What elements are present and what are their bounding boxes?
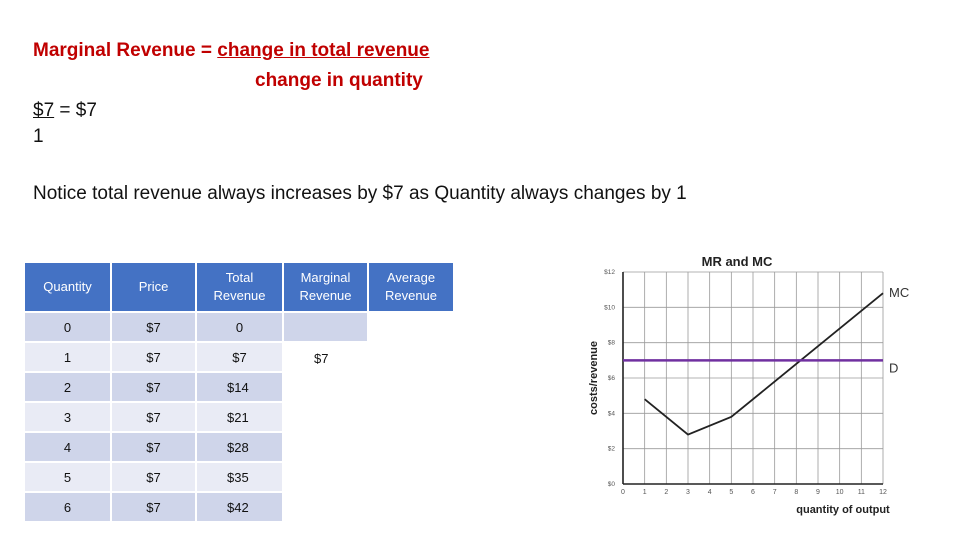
cell-quantity: 4 <box>25 431 112 462</box>
y-tick-label: $10 <box>604 304 615 311</box>
header-average-revenue: Average Revenue <box>368 263 453 312</box>
table-row: 6 $7 $42 <box>25 491 453 521</box>
example-numerator: $7 <box>33 100 55 121</box>
x-tick-label: 3 <box>686 489 690 496</box>
x-tick-label: 10 <box>836 489 844 496</box>
x-tick-label: 6 <box>751 489 755 496</box>
cell-marginal-revenue <box>283 311 369 342</box>
cell-total-revenue: $7 <box>196 341 284 372</box>
cell-total-revenue: $42 <box>196 491 284 521</box>
cell-quantity: 3 <box>25 401 112 432</box>
x-axis-label: quantity of output <box>796 504 890 516</box>
example-equals: = $7 <box>54 100 97 121</box>
formula-numerator: change in total revenue <box>217 40 430 61</box>
cell-price: $7 <box>111 401 197 432</box>
y-tick-label: $2 <box>608 446 616 453</box>
cell-quantity: 0 <box>25 311 112 342</box>
series-label-mc: MC <box>889 285 909 300</box>
y-tick-label: $12 <box>604 269 615 276</box>
example-denominator: 1 <box>33 126 44 147</box>
table-header-row: Quantity Price Total Revenue Marginal Re… <box>25 263 453 312</box>
cell-price: $7 <box>111 491 197 521</box>
x-tick-label: 2 <box>664 489 668 496</box>
cell-price: $7 <box>111 371 197 402</box>
x-tick-label: 8 <box>794 489 798 496</box>
x-tick-label: 11 <box>858 489 865 496</box>
formula-lhs: Marginal Revenue = <box>33 40 218 61</box>
y-tick-label: $0 <box>608 481 616 488</box>
cell-total-revenue: 0 <box>196 311 284 342</box>
table-row: 0 $7 0 <box>25 311 453 521</box>
header-total-revenue: Total Revenue <box>196 263 284 312</box>
x-tick-label: 12 <box>879 489 887 496</box>
y-tick-label: $6 <box>608 375 616 382</box>
x-tick-label: 1 <box>643 489 647 496</box>
table-row: 2 $7 $14 <box>25 371 453 402</box>
notice-text: Notice total revenue always increases by… <box>33 183 687 204</box>
header-quantity: Quantity <box>25 263 112 312</box>
formula-denominator: change in quantity <box>255 70 423 91</box>
table-row: 1 $7 $7 $7 <box>25 341 453 521</box>
cell-price: $7 <box>111 311 197 342</box>
x-tick-label: 4 <box>708 489 712 496</box>
table-row: 4 $7 $28 <box>25 431 453 462</box>
x-tick-label: 7 <box>773 489 777 496</box>
cell-price: $7 <box>111 431 197 462</box>
cell-total-revenue: $28 <box>196 431 284 462</box>
y-axis-label: costs/revenue <box>588 341 600 415</box>
cell-quantity: 1 <box>25 341 112 372</box>
header-price: Price <box>111 263 197 312</box>
cell-price: $7 <box>111 341 197 372</box>
series-label-d: D <box>889 360 898 375</box>
cell-total-revenue: $14 <box>196 371 284 402</box>
x-tick-label: 5 <box>729 489 733 496</box>
cell-marginal-revenue-value: $7 <box>283 341 369 521</box>
cell-quantity: 6 <box>25 491 112 521</box>
cell-price: $7 <box>111 461 197 492</box>
x-tick-label: 9 <box>816 489 820 496</box>
cell-quantity: 5 <box>25 461 112 492</box>
table-row: 5 $7 $35 <box>25 461 453 492</box>
chart-title: MR and MC <box>702 254 773 269</box>
y-tick-label: $4 <box>608 410 616 417</box>
cell-average-revenue <box>368 311 453 521</box>
y-tick-label: $8 <box>608 340 616 347</box>
table-row: 3 $7 $21 <box>25 401 453 432</box>
mr-formula: Marginal Revenue = change in total reven… <box>33 39 430 91</box>
series-line-mc <box>644 292 884 436</box>
header-marginal-revenue: Marginal Revenue <box>283 263 369 312</box>
cell-total-revenue: $21 <box>196 401 284 432</box>
cell-quantity: 2 <box>25 371 112 402</box>
x-tick-label: 0 <box>621 489 625 496</box>
cell-total-revenue: $35 <box>196 461 284 492</box>
revenue-table: Quantity Price Total Revenue Marginal Re… <box>25 263 453 521</box>
mr-example: $7 = $7 1 <box>33 98 97 150</box>
